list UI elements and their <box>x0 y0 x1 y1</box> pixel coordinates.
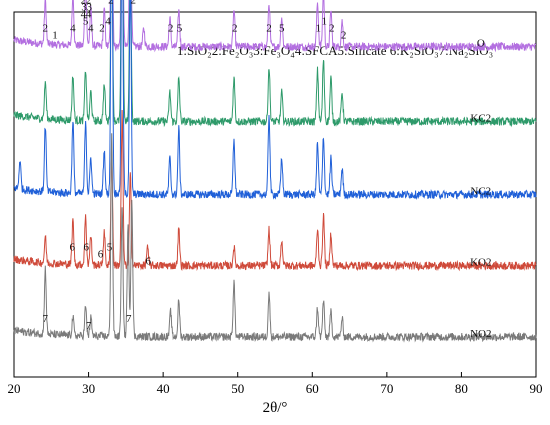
series-line-no2 <box>13 133 537 343</box>
peak-label-o-2: 4 <box>70 23 76 35</box>
peak-label-no2-32: 7 <box>86 320 92 332</box>
peak-label-o-10: 4 <box>88 23 94 35</box>
series-line-nc2 <box>13 0 537 200</box>
peak-label-o-20: 2 <box>266 23 272 35</box>
peak-label-ko2-27: 6 <box>84 242 90 254</box>
series-line-ko2 <box>13 109 537 272</box>
peak-label-o-19: 2 <box>232 23 238 35</box>
peak-label-o-23: 1 <box>321 16 327 28</box>
peak-label-no2-33: 7 <box>126 313 132 325</box>
peak-label-ko2-29: 5 <box>107 242 113 254</box>
peak-label-o-11: 2 <box>99 23 105 35</box>
peak-label-o-25: 2 <box>341 30 347 42</box>
series-label-o: O <box>477 38 485 50</box>
peak-label-o-1: 1 <box>52 30 58 42</box>
series-label-no2: NO2 <box>470 328 491 340</box>
peak-label-o-7: 4 <box>81 9 87 21</box>
peak-label-ko2-28: 6 <box>98 249 104 261</box>
peak-label-o-13: 2 <box>108 0 114 7</box>
peak-label-o-3: 2 <box>81 0 87 7</box>
peak-label-ko2-30: 6 <box>145 256 151 268</box>
peak-label-o-22: 1 <box>316 23 322 35</box>
peak-label-o-17: 2 <box>168 23 174 35</box>
series-labels: O KC2 NC2 KO2 NO2 <box>470 38 491 340</box>
peak-label-o-16: 2 <box>131 0 137 7</box>
peak-label-o-18: 5 <box>177 23 183 35</box>
x-tick-label-60: 60 <box>306 381 319 396</box>
x-tick-label-90: 90 <box>530 381 543 396</box>
series-line-o <box>13 0 536 53</box>
peak-label-o-24: 2 <box>329 23 335 35</box>
x-tick-label-50: 50 <box>231 381 244 396</box>
peak-label-o-12: 4 <box>105 16 111 28</box>
series-label-kc2: KC2 <box>470 113 491 125</box>
peak-label-o-5: 3 <box>81 2 87 14</box>
x-tick-label-70: 70 <box>380 381 393 396</box>
peak-annotations: 2142233445424224225225112266656777 <box>43 0 347 332</box>
peak-label-ko2-26: 6 <box>69 242 75 254</box>
x-tick-label-20: 20 <box>8 381 21 396</box>
peak-label-o-8: 4 <box>86 9 92 21</box>
x-tick-label-80: 80 <box>455 381 468 396</box>
peak-label-no2-31: 7 <box>43 313 49 325</box>
series-line-kc2 <box>13 0 537 128</box>
peak-label-o-0: 2 <box>43 23 49 35</box>
x-tick-label-30: 30 <box>82 381 95 396</box>
series-label-nc2: NC2 <box>470 186 491 198</box>
peak-label-o-6: 3 <box>87 2 93 14</box>
x-tick-label-40: 40 <box>157 381 170 396</box>
peak-label-o-9: 5 <box>83 16 89 28</box>
x-axis: 20 30 40 50 60 70 80 90 <box>8 372 543 396</box>
series-layer <box>13 0 537 343</box>
series-label-ko2: KO2 <box>470 257 491 269</box>
peak-label-o-4: 2 <box>86 0 92 7</box>
x-axis-label: 2θ/° <box>263 400 288 416</box>
peak-label-o-21: 5 <box>279 23 285 35</box>
